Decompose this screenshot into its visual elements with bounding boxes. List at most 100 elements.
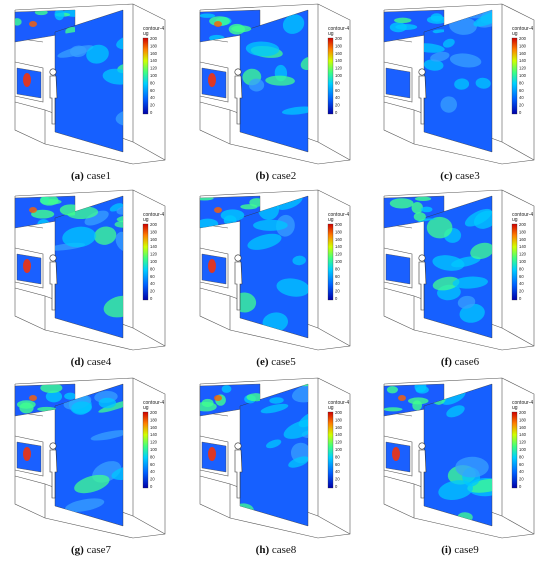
caption-case-name: case6 xyxy=(451,356,480,368)
colorbar-title: contour-4 xyxy=(143,400,164,406)
colorbar-gradient xyxy=(327,37,334,115)
caption-letter: (g) xyxy=(70,544,84,556)
colorbar-tick: 160 xyxy=(335,51,343,56)
colorbar-unit: ug xyxy=(143,405,149,411)
panel-case7: contour-4 ug 200 180 160 140 120 100 80 60 40 20 0 (g… xyxy=(5,376,177,564)
colorbar-gradient xyxy=(511,411,518,489)
colorbar-tick: 160 xyxy=(519,51,527,56)
colorbar-tick: 200 xyxy=(335,222,343,227)
colorbar-tick: 100 xyxy=(150,259,158,264)
colorbar-gradient xyxy=(142,223,149,301)
human-figure xyxy=(49,254,58,311)
colorbar-tick: 40 xyxy=(335,469,340,474)
colorbar-title: contour-4 xyxy=(512,26,533,32)
colorbar-tick: 80 xyxy=(150,266,155,271)
colorbar-tick: 140 xyxy=(335,432,343,437)
caption-case-name: case3 xyxy=(452,170,480,182)
panel-caption: (f) case6 xyxy=(374,356,546,368)
colorbar-tick: 120 xyxy=(519,66,527,71)
colorbar-gradient xyxy=(327,223,334,301)
colorbar-tick: 40 xyxy=(150,469,155,474)
colorbar-tick: 180 xyxy=(335,417,343,422)
colorbar-tick: 60 xyxy=(519,462,524,467)
colorbar-tick: 100 xyxy=(519,73,527,78)
colorbar-tick: 60 xyxy=(150,274,155,279)
colorbar-tick: 200 xyxy=(335,36,343,41)
colorbar-gradient xyxy=(327,411,334,489)
colorbar-tick: 120 xyxy=(150,440,158,445)
caption-letter: (d) xyxy=(70,356,85,368)
colorbar-tick: 60 xyxy=(335,88,340,93)
caption-case-name: case2 xyxy=(269,170,297,182)
colorbar-tick: 200 xyxy=(150,222,158,227)
colorbar-tick: 140 xyxy=(150,244,158,249)
colorbar-tick: 140 xyxy=(150,432,158,437)
colorbar-tick: 80 xyxy=(519,80,524,85)
colorbar-tick: 60 xyxy=(519,88,524,93)
colorbar-unit: ug xyxy=(143,217,149,223)
colorbar-unit: ug xyxy=(328,405,334,411)
caption-letter: (a) xyxy=(70,170,84,182)
colorbar-tick: 200 xyxy=(519,410,527,415)
colorbar-tick: 20 xyxy=(519,477,524,482)
colorbar-tick: 40 xyxy=(150,95,155,100)
panel-caption: (i) case9 xyxy=(374,544,546,556)
colorbar-tick: 140 xyxy=(335,244,343,249)
human-figure xyxy=(234,442,243,499)
colorbar-tick: 160 xyxy=(150,425,158,430)
colorbar-tick: 140 xyxy=(150,58,158,63)
colorbar-tick: 40 xyxy=(335,95,340,100)
panel-case2: contour-4 ug 200 180 160 140 120 100 80 60 40 20 0 (b… xyxy=(190,2,362,190)
colorbar-unit: ug xyxy=(328,217,334,223)
panel-case9: contour-4 ug 200 180 160 140 120 100 80 60 40 20 0 (i… xyxy=(374,376,546,564)
human-figure xyxy=(418,254,427,311)
colorbar-unit: ug xyxy=(512,405,518,411)
colorbar-tick: 180 xyxy=(335,43,343,48)
colorbar-tick: 20 xyxy=(519,289,524,294)
colorbar-tick: 140 xyxy=(519,244,527,249)
caption-letter: (i) xyxy=(441,544,452,556)
colorbar-tick: 100 xyxy=(150,73,158,78)
colorbar-tick: 160 xyxy=(150,51,158,56)
colorbar-gradient xyxy=(142,411,149,489)
human-figure xyxy=(418,68,427,125)
colorbar-tick: 60 xyxy=(335,462,340,467)
colorbar-unit: ug xyxy=(512,217,518,223)
colorbar-tick: 80 xyxy=(335,266,340,271)
colorbar-tick: 20 xyxy=(150,289,155,294)
colorbar-tick: 140 xyxy=(519,58,527,63)
colorbar-tick: 20 xyxy=(335,477,340,482)
room-outline xyxy=(383,189,535,351)
contour-plane xyxy=(423,383,493,527)
colorbar-tick: 180 xyxy=(150,229,158,234)
caption-letter: (h) xyxy=(255,544,270,556)
colorbar-tick: 200 xyxy=(519,36,527,41)
colorbar-tick: 40 xyxy=(519,281,524,286)
colorbar-tick: 160 xyxy=(519,425,527,430)
colorbar-tick: 0 xyxy=(335,110,338,115)
colorbar-tick: 180 xyxy=(150,417,158,422)
colorbar-tick: 160 xyxy=(519,237,527,242)
window-plane xyxy=(385,253,411,285)
colorbar-tick: 140 xyxy=(519,432,527,437)
panel-caption: (c) case3 xyxy=(374,170,546,182)
colorbar-tick: 100 xyxy=(519,447,527,452)
colorbar-tick: 160 xyxy=(335,425,343,430)
colorbar-tick: 120 xyxy=(335,66,343,71)
colorbar-tick: 160 xyxy=(150,237,158,242)
colorbar-tick: 0 xyxy=(519,110,522,115)
panel-caption: (g) case7 xyxy=(5,544,177,556)
colorbar-tick: 80 xyxy=(519,266,524,271)
caption-letter: (c) xyxy=(440,170,453,182)
panel-case8: contour-4 ug 200 180 160 140 120 100 80 60 40 20 0 (h… xyxy=(190,376,362,564)
colorbar-title: contour-4 xyxy=(143,26,164,32)
